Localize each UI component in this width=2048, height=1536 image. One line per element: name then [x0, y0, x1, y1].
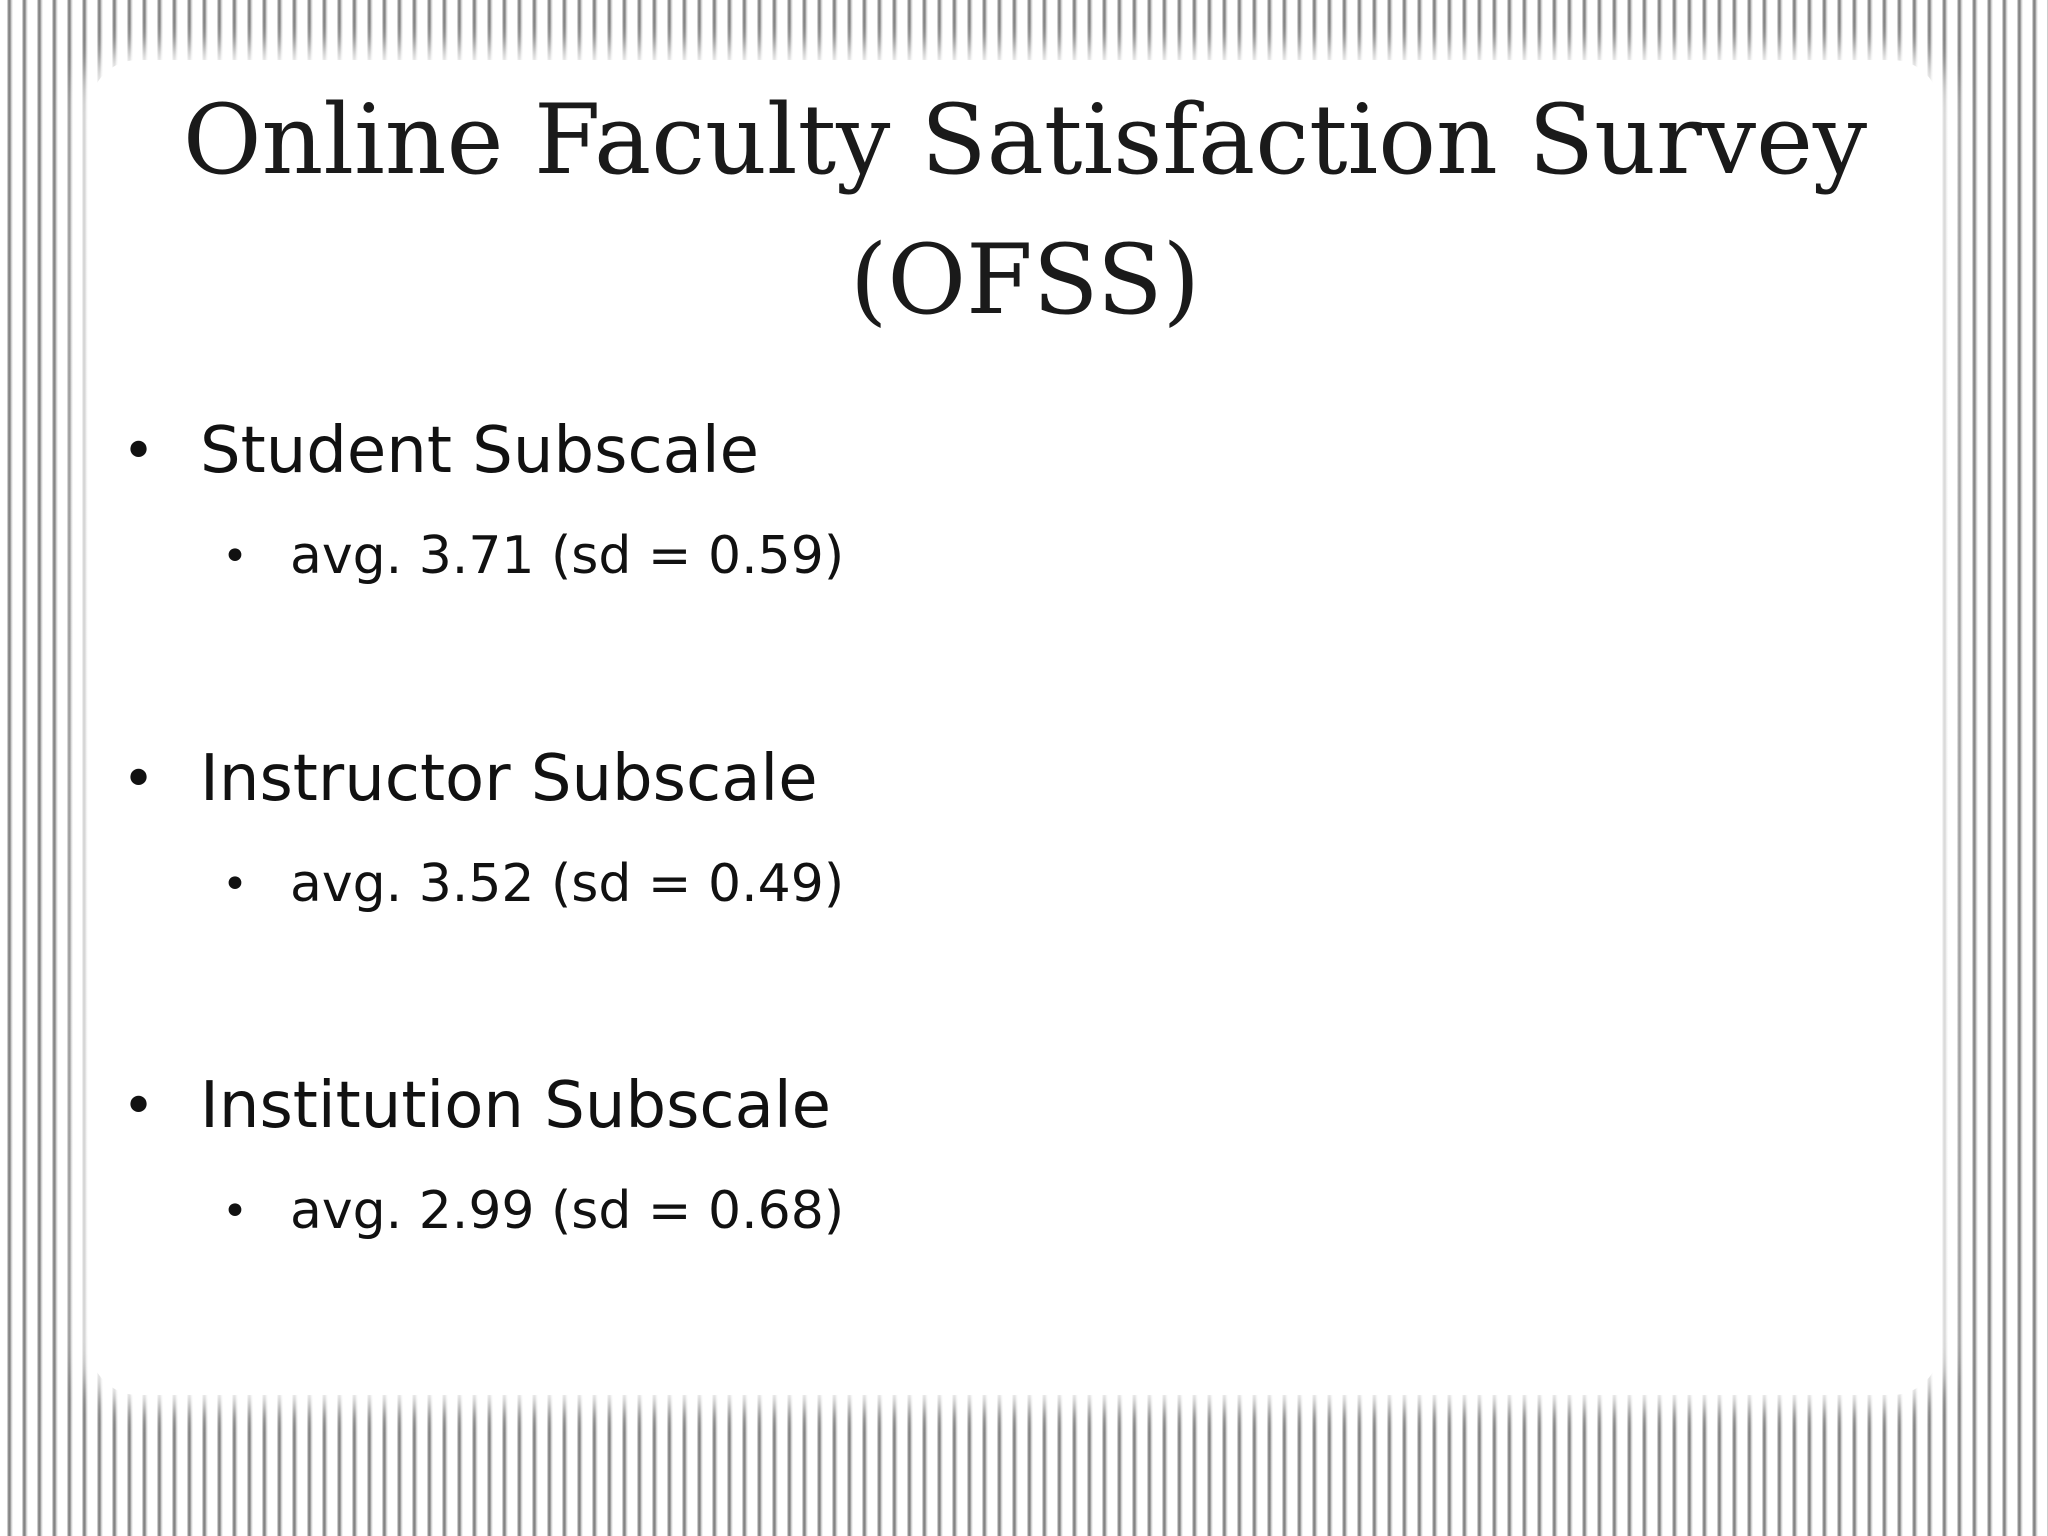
bullet-icon: • — [122, 418, 156, 484]
bullet-icon: • — [122, 1073, 156, 1139]
sub-bullet-student-avg: • avg. 3.71 (sd = 0.59) — [222, 521, 844, 591]
slide-content-panel — [90, 60, 1940, 1395]
sub-bullet-institution-avg: • avg. 2.99 (sd = 0.68) — [222, 1176, 844, 1246]
sub-bullet-instructor-avg: • avg. 3.52 (sd = 0.49) — [222, 849, 844, 919]
bullet-detail: avg. 3.71 (sd = 0.59) — [290, 526, 845, 586]
bullet-student-subscale: • Student Subscale — [122, 406, 759, 496]
bullet-icon: • — [222, 858, 248, 910]
slide-title: Online Faculty Satisfaction Survey (OFSS… — [182, 84, 1868, 336]
bullet-icon: • — [222, 1185, 248, 1237]
bullet-label: Instructor Subscale — [200, 742, 818, 816]
bullet-instructor-subscale: • Instructor Subscale — [122, 734, 818, 824]
bullet-icon: • — [222, 530, 248, 582]
bullet-icon: • — [122, 746, 156, 812]
bullet-detail: avg. 3.52 (sd = 0.49) — [290, 854, 845, 914]
bullet-institution-subscale: • Institution Subscale — [122, 1061, 831, 1151]
bullet-label: Student Subscale — [200, 414, 759, 488]
bullet-detail: avg. 2.99 (sd = 0.68) — [290, 1181, 845, 1241]
bullet-label: Institution Subscale — [200, 1069, 831, 1143]
